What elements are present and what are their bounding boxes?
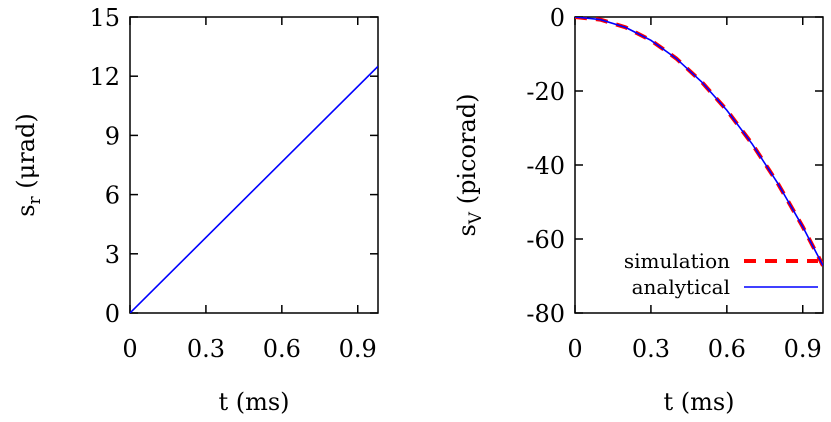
series-line-analytical [575,17,823,267]
legend-label-simulation: simulation [624,249,730,273]
chart-right: 0 0.3 0.6 0.9 -80 -60 -40 -20 0 t (ms) sV (picorad… [453,4,824,416]
y-tick-label: 12 [89,63,120,91]
y-axis-label-symbol: s [453,224,481,236]
x-tick-label: 0.3 [187,335,225,363]
y-axis-label-symbol: s [12,204,40,216]
series-line-line-0 [130,65,378,313]
y-tick-label: 15 [89,4,120,32]
x-tick-label: 0.6 [263,335,301,363]
x-tick-label: 0 [122,335,137,363]
y-axis-label: sV (picorad) [453,93,486,236]
plot-frame [129,16,379,314]
x-tick-label: 0.3 [632,335,670,363]
x-tick-label: 0.9 [784,335,822,363]
y-tick-label: 6 [105,182,120,210]
legend-label-analytical: analytical [632,275,730,299]
y-tick-label: -20 [526,78,565,106]
x-tick-label: 0.9 [339,335,377,363]
series-line-simulation [575,17,823,267]
x-tick-label: 0.6 [708,335,746,363]
y-tick-label: -60 [526,226,565,254]
x-tick-label: 0 [567,335,582,363]
y-axis-label: sr (μrad) [12,113,45,217]
y-axis-label-unit: (picorad) [453,93,481,211]
y-tick-label: -40 [526,152,565,180]
y-tick-label: 9 [105,122,120,150]
y-axis-label-subscript: r [25,195,45,204]
x-axis-label: t (ms) [218,388,289,416]
chart-left: 0 0.3 0.6 0.9 0 3 6 9 12 15 t (ms) sr (μrad) [12,4,379,416]
y-tick-label: 0 [105,300,120,328]
y-tick-label: 0 [550,4,565,32]
y-axis-label-subscript: V [466,211,486,225]
y-tick-label: -80 [526,300,565,328]
y-axis-label-unit: (μrad) [12,113,40,196]
x-axis-label: t (ms) [663,388,734,416]
y-tick-label: 3 [105,241,120,269]
